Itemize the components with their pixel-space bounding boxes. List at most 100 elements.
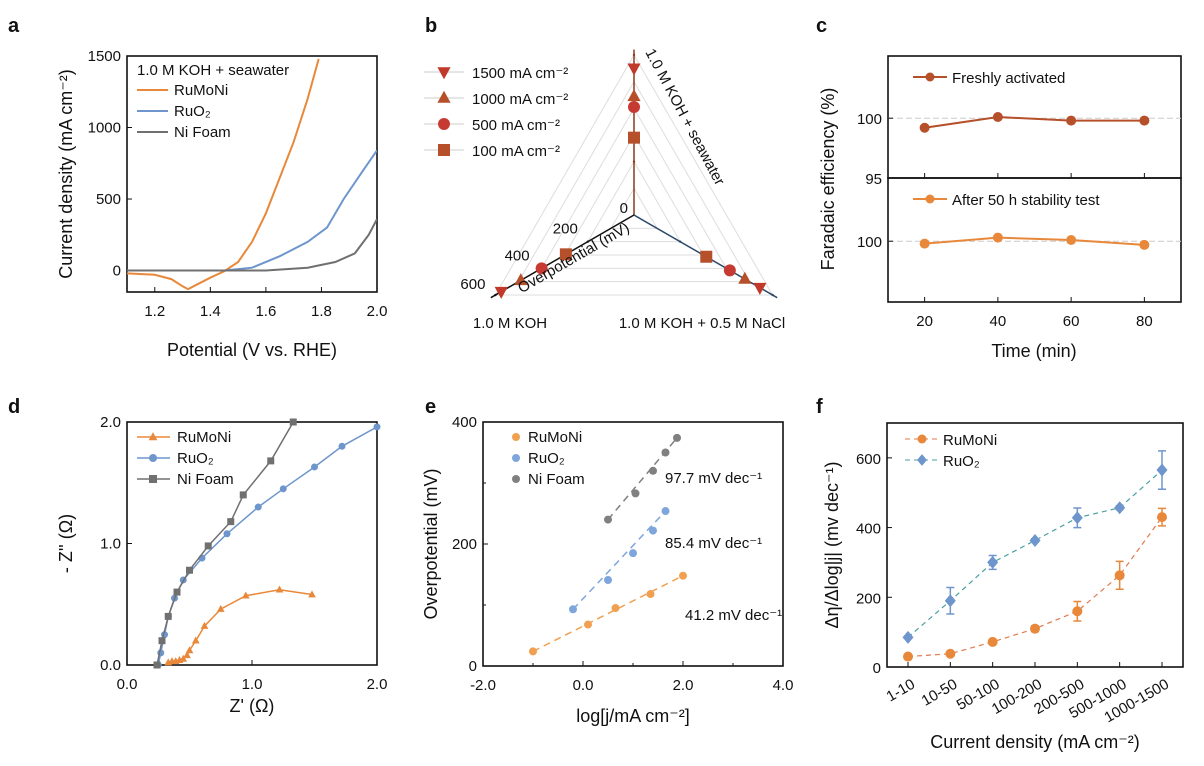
legend-label: RuMoNi	[177, 429, 231, 446]
x-axis-label: Potential (V vs. RHE)	[167, 340, 337, 360]
radar-tick	[678, 240, 682, 243]
legend-label: Freshly activated	[952, 70, 1065, 87]
y-tick-label: 0	[873, 660, 881, 677]
data-point	[308, 590, 316, 598]
radar-point	[738, 271, 752, 284]
data-point	[1114, 570, 1125, 581]
data-point	[164, 612, 172, 620]
radial-tick-label: 600	[460, 276, 485, 293]
data-point	[191, 636, 200, 644]
data-point	[569, 605, 577, 614]
radar-grid	[494, 54, 774, 296]
data-point	[902, 630, 914, 644]
radar-point	[627, 63, 641, 76]
y-axis-label: Overpotential (mV)	[421, 468, 441, 619]
legend-label: RuO₂	[174, 103, 211, 120]
legend-label: RuO₂	[177, 450, 214, 467]
slope-annotation: 41.2 mV dec⁻¹	[685, 607, 782, 624]
legend-marker	[437, 67, 451, 80]
y-tick-label: 0.0	[100, 657, 121, 674]
legend-label: RuMoNi	[174, 82, 228, 99]
data-point	[992, 232, 1003, 243]
series-line	[924, 115, 1145, 129]
radar-point	[627, 89, 641, 102]
data-point	[903, 651, 913, 662]
x-axis-label: log[j/mA cm⁻²]	[576, 706, 690, 726]
radial-tick-label: 0	[620, 200, 628, 217]
data-point	[584, 620, 592, 629]
x-tick-label: 1.8	[311, 303, 332, 320]
data-point	[153, 661, 161, 669]
legend-marker	[437, 90, 451, 103]
radar-grid	[563, 134, 705, 256]
data-point	[987, 555, 999, 569]
panel-label: b	[425, 15, 437, 37]
data-point	[604, 515, 612, 524]
radar-grid	[586, 160, 682, 243]
y-tick-label: 2.0	[100, 414, 121, 431]
legend-marker	[925, 194, 935, 204]
legend-label: Ni Foam	[177, 471, 234, 488]
x-tick-label: 0.0	[117, 676, 138, 693]
data-point	[289, 418, 297, 426]
x-tick-label: -2.0	[470, 677, 496, 694]
plot-frame	[126, 55, 378, 293]
data-point	[186, 566, 193, 574]
radar-tick	[586, 240, 590, 243]
fit-line	[572, 510, 667, 610]
y-tick-label: 95	[865, 171, 882, 188]
radar-point	[494, 286, 508, 299]
y-axis-label: Current density (mA cm⁻²)	[56, 69, 76, 279]
y-tick-label: 100	[857, 111, 882, 128]
data-point	[338, 442, 346, 450]
y-tick-label: 200	[856, 590, 881, 607]
legend-title: 1.0 M KOH + seawater	[137, 62, 289, 79]
data-point	[158, 637, 166, 645]
y-tick-label: 100	[857, 234, 882, 251]
panel-label: d	[8, 396, 20, 418]
radar-grid	[517, 80, 751, 283]
data-point	[254, 503, 262, 511]
data-point	[267, 457, 275, 465]
radar-point	[559, 248, 572, 261]
data-point	[661, 448, 670, 457]
x-tick-label: 60	[1063, 313, 1080, 330]
data-point	[673, 433, 681, 442]
y-axis-label: Faradaic efficiency (%)	[818, 88, 838, 271]
data-point	[679, 571, 687, 580]
legend-label: Ni Foam	[528, 471, 585, 488]
y-tick-label: 0	[469, 658, 477, 675]
data-point	[1156, 463, 1168, 477]
radar-tick	[632, 160, 636, 163]
radar-grid	[540, 107, 728, 269]
data-point	[179, 654, 188, 662]
x-axis-label: Z' (Ω)	[230, 696, 275, 716]
legend-label: RuMoNi	[528, 429, 582, 446]
data-point	[987, 636, 998, 647]
legend-label: RuMoNi	[943, 432, 997, 449]
data-point	[200, 621, 209, 629]
data-point	[944, 594, 956, 608]
x-tick-label: 20	[916, 313, 933, 330]
x-tick-label: 1.2	[144, 303, 165, 320]
data-point	[1066, 235, 1077, 245]
radar-tick	[494, 293, 497, 297]
legend-marker	[149, 475, 157, 483]
legend-marker	[512, 433, 520, 441]
radar-tick	[771, 293, 774, 297]
legend-label: RuO₂	[943, 453, 980, 470]
series-line	[156, 422, 294, 665]
legend-label: After 50 h stability test	[952, 192, 1100, 209]
data-point	[631, 489, 640, 498]
legend-marker	[148, 432, 158, 441]
legend-marker	[917, 454, 927, 466]
y-tick-label: 0	[113, 263, 121, 280]
data-point	[1029, 533, 1041, 547]
panel-label: e	[425, 396, 436, 418]
data-point	[919, 238, 930, 249]
data-point	[604, 575, 612, 584]
legend-marker	[512, 454, 520, 462]
data-point	[204, 542, 212, 550]
x-axis-label: Current density (mA cm⁻²)	[930, 732, 1140, 752]
